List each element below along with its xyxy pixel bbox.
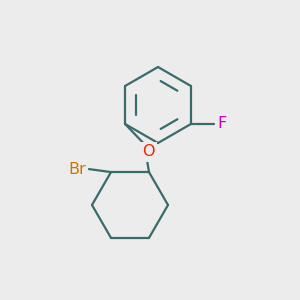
Text: F: F xyxy=(217,116,226,131)
Text: Br: Br xyxy=(68,162,86,177)
Text: O: O xyxy=(142,145,154,160)
